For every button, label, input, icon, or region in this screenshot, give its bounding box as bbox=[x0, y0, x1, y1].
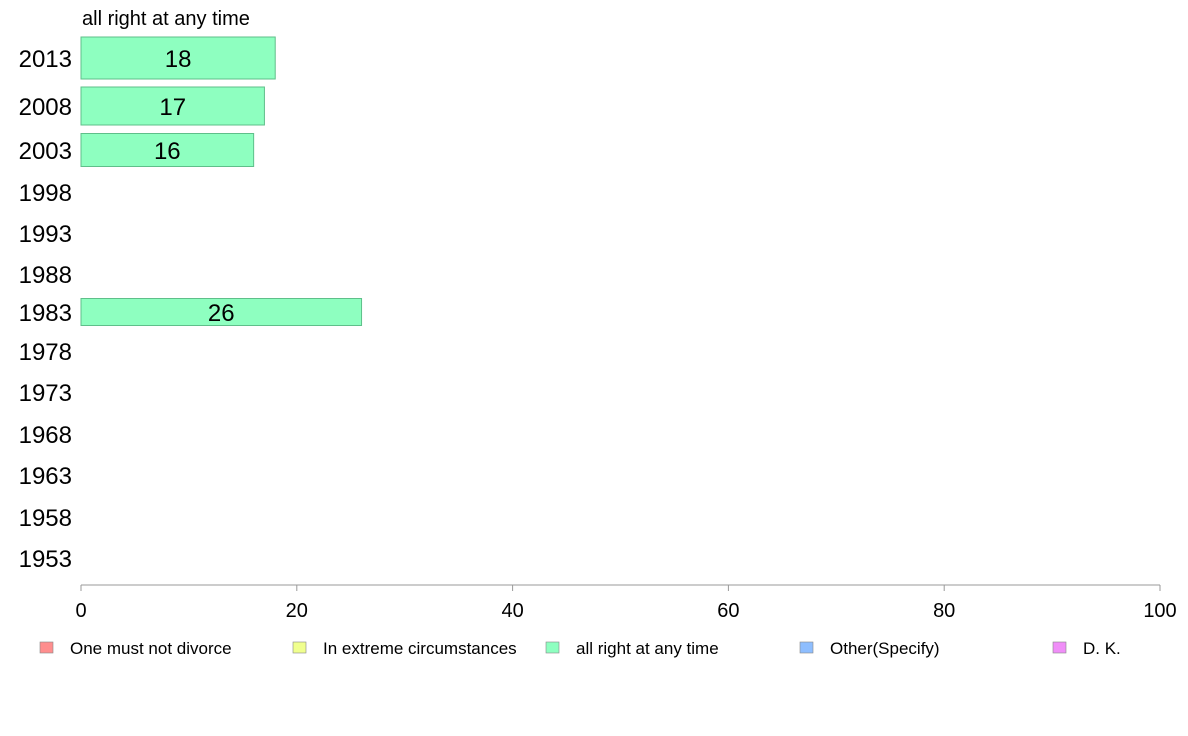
year-label-1978: 1978 bbox=[19, 339, 72, 366]
bar-value-label-2008: 17 bbox=[159, 94, 186, 121]
year-label-1968: 1968 bbox=[19, 422, 72, 449]
bar-1983 bbox=[80, 298, 363, 326]
legend: One must not divorce In extreme circumsta… bbox=[39, 639, 1121, 658]
legend-swatch-d-k bbox=[1052, 641, 1067, 654]
legend-label-all-right-at-any-time: all right at any time bbox=[576, 639, 719, 658]
year-label-1973: 1973 bbox=[19, 380, 72, 407]
year-label-1983: 1983 bbox=[19, 300, 72, 327]
bar-value-label-1983: 26 bbox=[208, 300, 235, 327]
bar-2013 bbox=[80, 36, 276, 80]
x-axis: 0 20 40 60 80 100 bbox=[75, 584, 1177, 622]
bar-2008 bbox=[80, 86, 265, 126]
year-label-1958: 1958 bbox=[19, 505, 72, 532]
x-tick-label-80: 80 bbox=[933, 600, 955, 622]
legend-label-in-extreme-circumstances: In extreme circumstances bbox=[323, 639, 517, 658]
legend-swatch-one-must-not-divorce bbox=[39, 641, 54, 654]
x-tick-label-60: 60 bbox=[717, 600, 739, 622]
year-label-1988: 1988 bbox=[19, 262, 72, 289]
x-tick-label-40: 40 bbox=[501, 600, 523, 622]
legend-swatch-all-right-at-any-time bbox=[545, 641, 560, 654]
year-label-2008: 2008 bbox=[19, 94, 72, 121]
year-label-1993: 1993 bbox=[19, 221, 72, 248]
year-label-2013: 2013 bbox=[19, 46, 72, 73]
x-tick-label-20: 20 bbox=[286, 600, 308, 622]
year-label-1998: 1998 bbox=[19, 180, 72, 207]
x-tick-label-100: 100 bbox=[1143, 600, 1176, 622]
bar-value-label-2013: 18 bbox=[165, 46, 192, 73]
bars-layer: 18 17 16 26 bbox=[80, 36, 363, 327]
legend-label-one-must-not-divorce: One must not divorce bbox=[70, 639, 232, 658]
year-labels: 2013 2008 2003 1998 1993 1988 1983 1978 1973 1968… bbox=[19, 46, 72, 573]
year-label-2003: 2003 bbox=[19, 138, 72, 165]
year-label-1953: 1953 bbox=[19, 546, 72, 573]
chart-title: all right at any time bbox=[82, 8, 250, 30]
bar-2003 bbox=[80, 133, 255, 167]
legend-label-d-k: D. K. bbox=[1083, 639, 1121, 658]
year-label-1963: 1963 bbox=[19, 463, 72, 490]
legend-swatch-in-extreme-circumstances bbox=[292, 641, 307, 654]
bar-value-label-2003: 16 bbox=[154, 138, 181, 165]
legend-swatch-other-specify bbox=[799, 641, 814, 654]
x-tick-label-0: 0 bbox=[75, 600, 86, 622]
legend-label-other-specify: Other(Specify) bbox=[830, 639, 940, 658]
